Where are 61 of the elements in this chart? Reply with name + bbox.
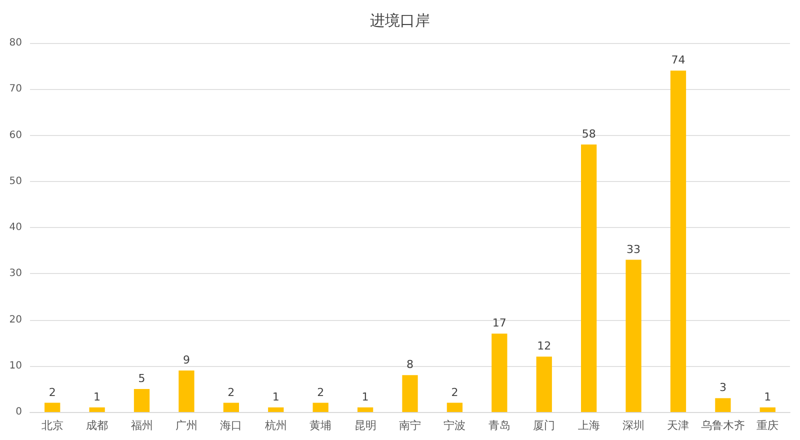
data-label: 2 — [228, 386, 235, 399]
x-tick-label: 福州 — [130, 419, 153, 432]
data-label: 9 — [182, 353, 190, 366]
x-tick-label: 天津 — [667, 419, 690, 432]
data-label: 33 — [626, 242, 641, 256]
data-label: 2 — [317, 386, 324, 399]
chart-title: 进境口岸 — [370, 12, 430, 30]
data-label: 74 — [671, 54, 686, 67]
bar — [268, 407, 284, 412]
bar — [760, 407, 776, 412]
bar — [312, 402, 328, 412]
data-label: 58 — [582, 127, 596, 140]
bar — [44, 402, 60, 412]
bar — [626, 260, 642, 412]
y-tick-label: 70 — [9, 84, 22, 95]
data-label: 2 — [451, 386, 458, 399]
bar — [402, 375, 418, 412]
x-tick-label: 北京 — [41, 419, 64, 432]
bar — [670, 70, 686, 412]
data-label: 12 — [537, 340, 552, 353]
bar — [89, 407, 105, 412]
bar — [178, 370, 194, 412]
y-tick-label: 80 — [9, 38, 22, 48]
x-tick-label: 南宁 — [399, 419, 421, 432]
bar — [446, 402, 463, 412]
data-label: 5 — [138, 372, 146, 385]
y-tick-label: 50 — [9, 176, 22, 187]
bar — [536, 356, 552, 412]
bar — [715, 398, 731, 412]
x-tick-label: 成都 — [86, 419, 108, 432]
y-tick-label: 0 — [16, 406, 22, 418]
bar — [357, 407, 374, 412]
x-tick-label: 海口 — [220, 419, 242, 432]
data-label: 3 — [719, 381, 726, 394]
x-tick-label: 杭州 — [264, 419, 287, 432]
y-tick-label: 40 — [9, 222, 22, 233]
x-tick-label: 黄埔 — [310, 419, 332, 432]
y-tick-label: 60 — [9, 130, 22, 141]
x-tick-label: 昆明 — [354, 419, 376, 432]
data-label: 8 — [406, 358, 414, 372]
data-label: 1 — [94, 390, 101, 404]
bar — [492, 334, 508, 412]
data-label: 1 — [362, 390, 369, 404]
x-tick-label: 厦门 — [533, 419, 556, 432]
data-label: 2 — [48, 386, 56, 399]
x-tick-label: 宁波 — [444, 419, 466, 432]
x-tick-label: 广州 — [175, 419, 198, 432]
y-tick-label: 20 — [9, 314, 22, 326]
y-tick-label: 10 — [9, 360, 22, 372]
x-tick-label: 上海 — [578, 419, 600, 432]
x-tick-label: 重庆 — [756, 419, 779, 432]
x-tick-label: 乌鲁木齐 — [700, 419, 745, 432]
x-tick-label: 深圳 — [622, 419, 645, 432]
bar — [134, 388, 150, 412]
x-tick-label: 青岛 — [488, 419, 510, 432]
data-label: 1 — [764, 390, 772, 404]
bar — [581, 144, 597, 412]
bar — [223, 402, 239, 412]
y-tick-label: 30 — [9, 268, 22, 280]
data-label: 1 — [272, 390, 280, 404]
data-label: 17 — [492, 316, 506, 330]
